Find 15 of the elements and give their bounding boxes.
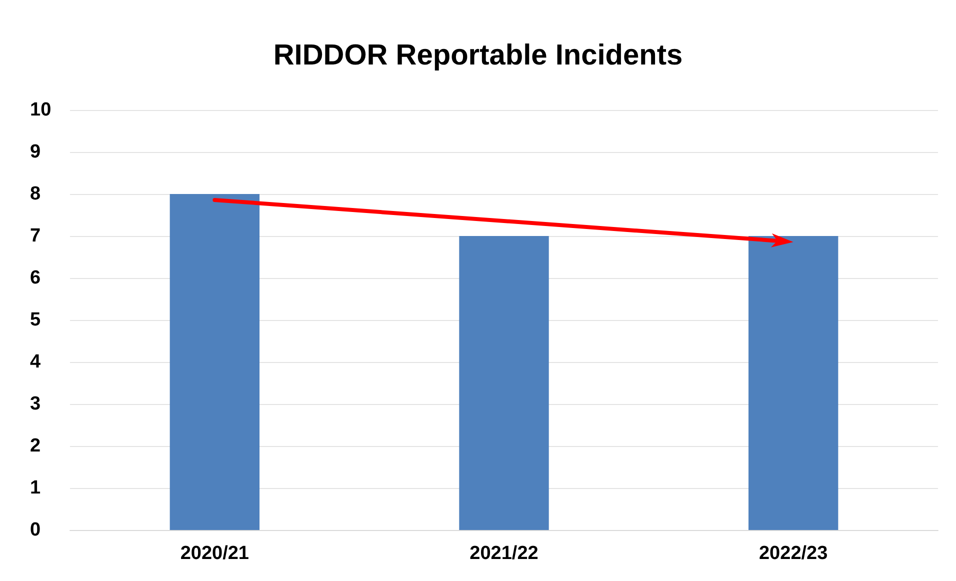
x-tick-label: 2022/23 <box>758 543 828 564</box>
chart-title: RIDDOR Reportable Incidents <box>273 40 683 72</box>
y-tick-label: 2 <box>30 436 41 456</box>
y-tick-label: 10 <box>30 100 52 120</box>
y-tick-label: 5 <box>30 310 41 330</box>
y-tick-label: 3 <box>30 394 41 414</box>
y-tick-label: 7 <box>30 226 41 246</box>
y-tick-label: 1 <box>30 478 41 498</box>
y-tick-label: 8 <box>30 184 41 204</box>
y-tick-label: 6 <box>30 268 41 288</box>
x-tick-label: 2021/22 <box>470 543 538 564</box>
y-tick-label: 9 <box>30 142 41 162</box>
y-tick-label: 0 <box>30 520 41 540</box>
x-tick-label: 2020/21 <box>180 543 250 564</box>
y-tick-label: 4 <box>30 352 41 372</box>
